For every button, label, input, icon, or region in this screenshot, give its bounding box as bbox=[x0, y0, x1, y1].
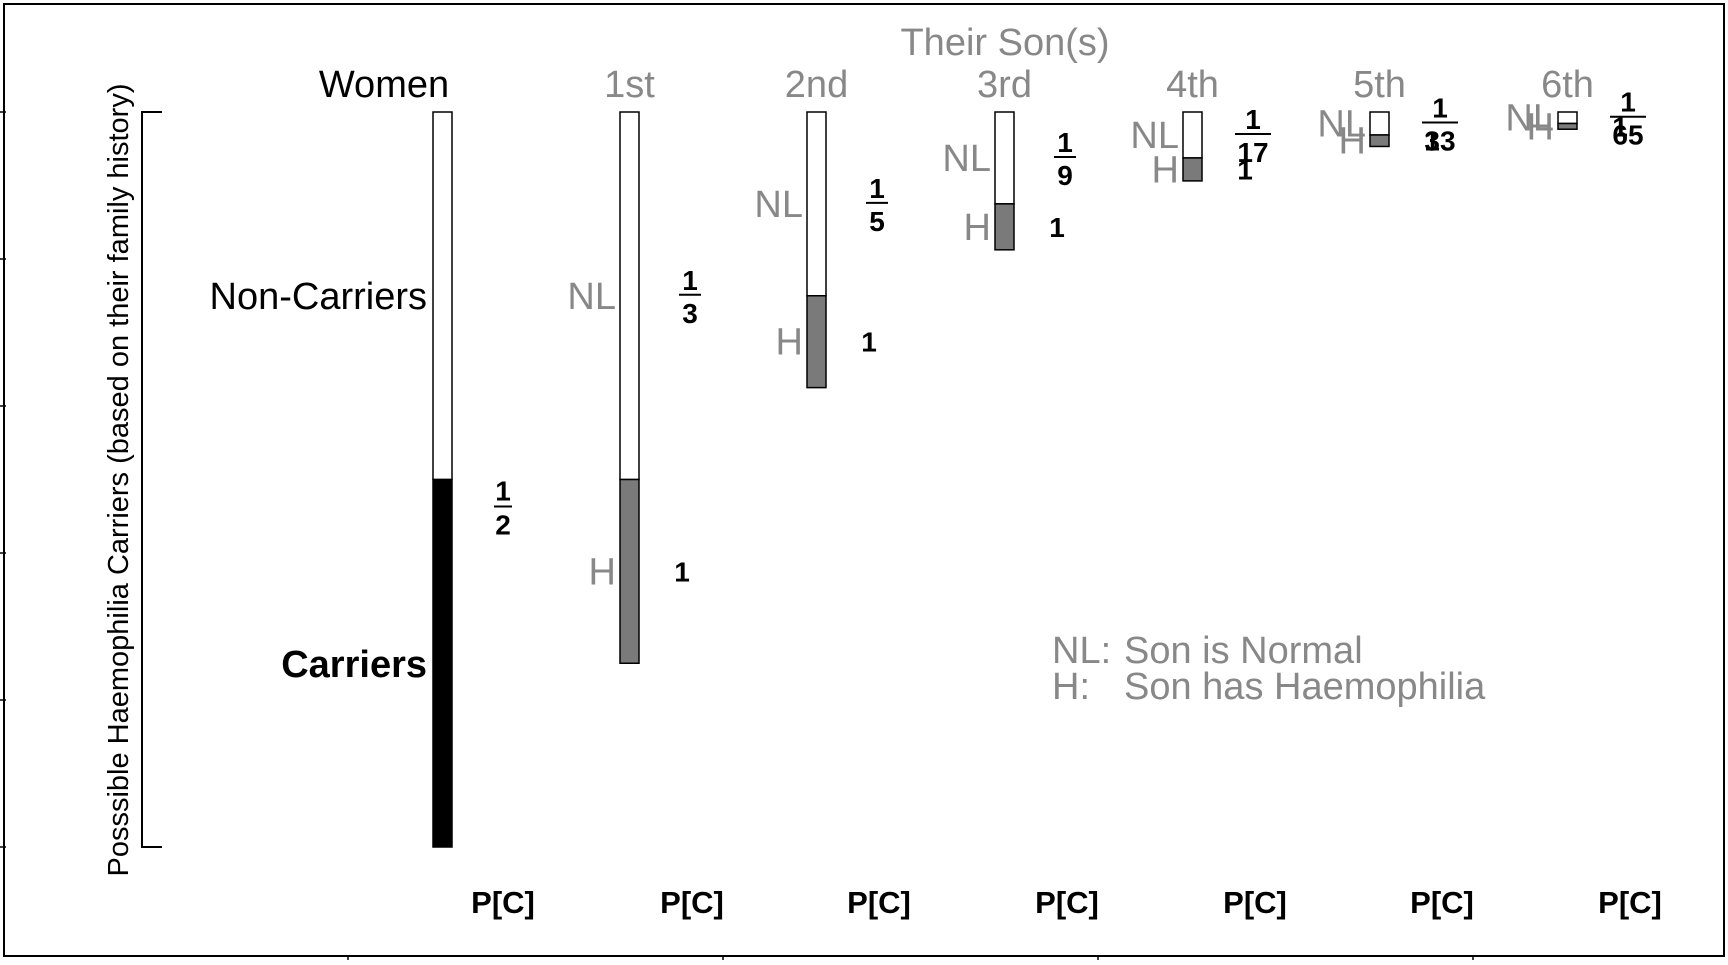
nl-carrier-probability: 13 bbox=[679, 265, 701, 329]
women-bar bbox=[432, 111, 453, 848]
h-label: H bbox=[1152, 149, 1179, 191]
fraction-numerator: 1 bbox=[682, 265, 698, 296]
legend-nl-text: Son is Normal bbox=[1124, 630, 1363, 672]
women-carrier-segment bbox=[432, 478, 453, 848]
nl-label: NL bbox=[1317, 103, 1366, 145]
nl-carrier-probability: 133 bbox=[1422, 92, 1458, 156]
normal-son-segment bbox=[806, 111, 827, 297]
h-carrier-probability: 1 bbox=[1424, 126, 1440, 157]
nl-label: NL bbox=[567, 276, 616, 318]
left-axis-ticks bbox=[0, 111, 6, 848]
son-column-4th: 4th NL 117 H 1 P[C] bbox=[1130, 64, 1286, 920]
h-carrier-probability: 1 bbox=[861, 327, 877, 358]
nl-label: NL bbox=[942, 138, 991, 180]
population-bracket bbox=[141, 111, 162, 848]
son-order-label: 3rd bbox=[977, 64, 1032, 106]
h-carrier-probability: 1 bbox=[674, 556, 690, 587]
nl-label: NL bbox=[754, 184, 803, 226]
h-label: H bbox=[1339, 121, 1366, 163]
y-axis-label: Posssible Haemophilia Carriers (based on… bbox=[103, 84, 135, 877]
nl-carrier-probability: 165 bbox=[1610, 87, 1646, 151]
pc-label: P[C] bbox=[1223, 885, 1287, 920]
fraction-denominator: 5 bbox=[869, 206, 885, 237]
non-carriers-label: Non-Carriers bbox=[210, 276, 427, 318]
nl-carrier-probability: 15 bbox=[866, 173, 888, 237]
haemophilia-son-segment bbox=[1182, 157, 1203, 182]
son-order-label: 1st bbox=[604, 64, 655, 106]
plot-border bbox=[3, 3, 1725, 957]
fraction-numerator: 1 bbox=[1057, 127, 1073, 158]
h-label: H bbox=[964, 207, 991, 249]
fraction-denominator: 2 bbox=[495, 510, 511, 541]
fraction-numerator: 1 bbox=[1432, 92, 1448, 123]
h-carrier-probability: 1 bbox=[1612, 111, 1628, 142]
sons-title: Their Son(s) bbox=[900, 22, 1109, 64]
fraction-denominator: 3 bbox=[682, 298, 698, 329]
normal-son-segment bbox=[1369, 111, 1390, 136]
normal-son-segment bbox=[619, 111, 640, 481]
fraction-denominator: 17 bbox=[1237, 137, 1268, 168]
normal-son-segment bbox=[994, 111, 1015, 205]
women-label: Women bbox=[319, 64, 449, 106]
haemophilia-son-segment bbox=[1557, 122, 1578, 130]
pc-label: P[C] bbox=[1410, 885, 1474, 920]
fraction-numerator: 1 bbox=[1245, 104, 1261, 135]
carriers-label: Carriers bbox=[281, 644, 427, 686]
son-order-label: 5th bbox=[1353, 64, 1406, 106]
h-carrier-probability: 1 bbox=[1237, 154, 1253, 185]
nl-label: NL bbox=[1130, 115, 1179, 157]
pc-label: P[C] bbox=[1035, 885, 1099, 920]
h-label: H bbox=[589, 551, 616, 593]
fraction-numerator: 1 bbox=[869, 173, 885, 204]
fraction-numerator: 1 bbox=[495, 476, 511, 507]
pc-label: P[C] bbox=[1598, 885, 1662, 920]
legend: NL: Son is Normal H: Son has Haemophilia bbox=[1052, 630, 1486, 708]
son-order-label: 4th bbox=[1166, 64, 1219, 106]
h-carrier-probability: 1 bbox=[1049, 212, 1065, 243]
legend-nl-key: NL: bbox=[1052, 630, 1111, 672]
normal-son-segment bbox=[1182, 111, 1203, 159]
nl-label: NL bbox=[1505, 98, 1554, 140]
women-carrier-fraction: 1 2 bbox=[494, 476, 512, 541]
nl-carrier-probability: 19 bbox=[1054, 127, 1076, 191]
nl-carrier-probability: 117 bbox=[1235, 104, 1271, 168]
son-order-label: 6th bbox=[1541, 64, 1594, 106]
son-order-label: 2nd bbox=[785, 64, 848, 106]
haemophilia-son-segment bbox=[1369, 134, 1390, 148]
haemophilia-son-segment bbox=[619, 478, 640, 664]
bottom-axis-ticks bbox=[347, 956, 1474, 960]
pc-label: P[C] bbox=[660, 885, 724, 920]
fraction-denominator: 65 bbox=[1612, 120, 1643, 151]
h-label: H bbox=[776, 322, 803, 364]
women-pc-label: P[C] bbox=[471, 885, 535, 920]
legend-h-text: Son has Haemophilia bbox=[1124, 666, 1486, 708]
normal-son-segment bbox=[1557, 111, 1578, 125]
pc-label: P[C] bbox=[847, 885, 911, 920]
fraction-denominator: 9 bbox=[1057, 160, 1073, 191]
women-non-carrier-segment bbox=[432, 111, 453, 481]
fraction-numerator: 1 bbox=[1620, 87, 1636, 118]
haemophilia-son-segment bbox=[994, 203, 1015, 251]
haemophilia-son-segment bbox=[806, 295, 827, 389]
fraction-denominator: 33 bbox=[1424, 125, 1455, 156]
h-label: H bbox=[1527, 106, 1554, 148]
legend-h-key: H: bbox=[1052, 666, 1090, 708]
